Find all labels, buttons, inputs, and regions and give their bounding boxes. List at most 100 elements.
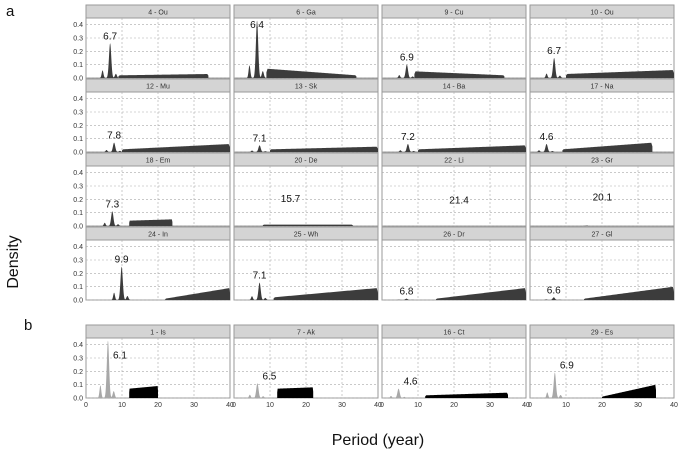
density-peak: [241, 282, 274, 300]
density-peak: [241, 383, 272, 398]
y-axis-title: Density: [5, 235, 22, 288]
facet-title: 26 - Dr: [443, 232, 465, 239]
facet-title: 1 - Is: [150, 330, 166, 337]
peak-label: 6.5: [262, 371, 276, 382]
x-tick-label: 30: [338, 402, 346, 409]
peak-label: 20.1: [593, 193, 613, 204]
y-tick-label: 0.1: [73, 382, 83, 389]
density-peak: [537, 297, 569, 300]
density-tail: [436, 288, 526, 300]
x-tick-label: 30: [634, 402, 642, 409]
y-tick-label: 0.3: [73, 184, 83, 191]
y-tick-label: 0.0: [73, 150, 83, 157]
density-tail: [584, 286, 674, 300]
peak-label: 15.7: [281, 194, 301, 205]
x-tick-label: 40: [670, 402, 678, 409]
facet-panel: 12 - Mu 0.0 0.1 0.2 0.3 0.4 7.8: [73, 78, 231, 157]
density-tail: [602, 384, 656, 398]
facet-panel: 22 - Li 21.4: [381, 152, 527, 227]
x-tick-label: 20: [598, 402, 606, 409]
density-peak: [389, 388, 413, 398]
y-tick-label: 0.2: [73, 123, 83, 130]
peak-label: 4.6: [540, 132, 554, 143]
facet-title: 17 - Na: [591, 84, 614, 91]
peak-label: 9.9: [115, 255, 129, 266]
peak-label: 6.1: [113, 351, 127, 362]
x-tick-label: 20: [302, 402, 310, 409]
facet-panel: 18 - Em 0.0 0.1 0.2 0.3 0.4 7.3: [73, 152, 231, 231]
facet-panel: 10 - Ou 6.7: [529, 4, 675, 79]
density-peak: [93, 340, 123, 398]
facet-panel: 17 - Na 4.6: [529, 78, 675, 153]
peak-label: 4.6: [404, 377, 418, 388]
y-tick-label: 0.4: [73, 342, 83, 349]
density-tail: [266, 68, 357, 78]
y-tick-label: 0.4: [73, 244, 83, 251]
x-tick-label: 40: [374, 402, 382, 409]
y-tick-label: 0.0: [73, 224, 83, 231]
density-tail: [277, 387, 314, 398]
peak-label: 7.1: [253, 133, 267, 144]
y-tick-label: 0.2: [73, 369, 83, 376]
facet-panel: 6 - Ga 6.4: [233, 4, 379, 79]
facet-title: 22 - Li: [444, 158, 464, 165]
density-tail: [122, 144, 230, 152]
x-tick-label: 40: [522, 402, 530, 409]
peak-label: 7.8: [107, 131, 121, 142]
y-tick-label: 0.0: [73, 76, 83, 83]
density-tail: [414, 71, 505, 78]
facet-panel: 7 - Ak 0 10 20 30 40 6.5: [232, 324, 382, 409]
facet-panel: 14 - Ba 7.2: [381, 78, 527, 153]
x-tick-label: 30: [486, 402, 494, 409]
peak-label: 21.4: [449, 195, 469, 206]
y-tick-label: 0.3: [73, 110, 83, 117]
facet-title: 13 - Sk: [295, 84, 318, 91]
x-tick-label: 0: [84, 402, 88, 409]
x-tick-label: 0: [528, 402, 532, 409]
x-tick-label: 10: [414, 402, 422, 409]
density-peak: [241, 20, 270, 79]
y-tick-label: 0.2: [73, 271, 83, 278]
y-tick-label: 0.3: [73, 356, 83, 363]
y-tick-label: 0.2: [73, 49, 83, 56]
facet-title: 27 - Gl: [591, 232, 612, 239]
peak-label: 6.9: [400, 53, 414, 64]
density-tail: [562, 142, 653, 152]
y-tick-label: 0.4: [73, 22, 83, 29]
facet-panel: 26 - Dr 6.8: [381, 226, 527, 301]
section-label-a: a: [6, 3, 15, 20]
peak-label: 6.7: [103, 31, 117, 42]
density-tail: [118, 74, 209, 78]
density-tail: [129, 386, 158, 398]
facet-title: 25 - Wh: [294, 232, 319, 239]
x-tick-label: 30: [190, 402, 198, 409]
density-tail: [425, 392, 508, 398]
facet-panel: 23 - Gr 20.1: [529, 152, 675, 227]
density-tail: [273, 288, 378, 300]
x-tick-label: 40: [226, 402, 234, 409]
y-tick-label: 0.3: [73, 36, 83, 43]
y-tick-label: 0.2: [73, 197, 83, 204]
peak-label: 7.3: [105, 199, 119, 210]
peak-label: 6.8: [400, 287, 414, 298]
x-tick-label: 10: [562, 402, 570, 409]
density-peak: [537, 144, 561, 152]
facet-panel: 20 - De 15.7: [233, 152, 379, 227]
facet-panel: 27 - Gl 6.6: [529, 226, 675, 301]
y-tick-label: 0.0: [73, 298, 83, 305]
facet-title: 6 - Ga: [296, 10, 316, 17]
x-tick-label: 20: [450, 402, 458, 409]
facet-title: 10 - Ou: [590, 10, 613, 17]
peak-label: 6.7: [547, 46, 561, 57]
peak-label: 6.4: [250, 20, 264, 31]
x-tick-label: 10: [118, 402, 126, 409]
facet-panel: 13 - Sk 7.1: [233, 78, 379, 153]
facet-panels: 4 - Ou 0.0 0.1 0.2 0.3 0.4 6.7 6 - Ga 6.4 9 - Cu 6…: [73, 4, 678, 409]
facet-title: 12 - Mu: [146, 84, 170, 91]
facet-title: 9 - Cu: [444, 10, 463, 17]
x-axis-title: Period (year): [332, 432, 424, 449]
density-tail: [165, 288, 230, 300]
y-tick-label: 0.1: [73, 62, 83, 69]
peak-label: 7.2: [401, 132, 415, 143]
y-tick-label: 0.1: [73, 210, 83, 217]
